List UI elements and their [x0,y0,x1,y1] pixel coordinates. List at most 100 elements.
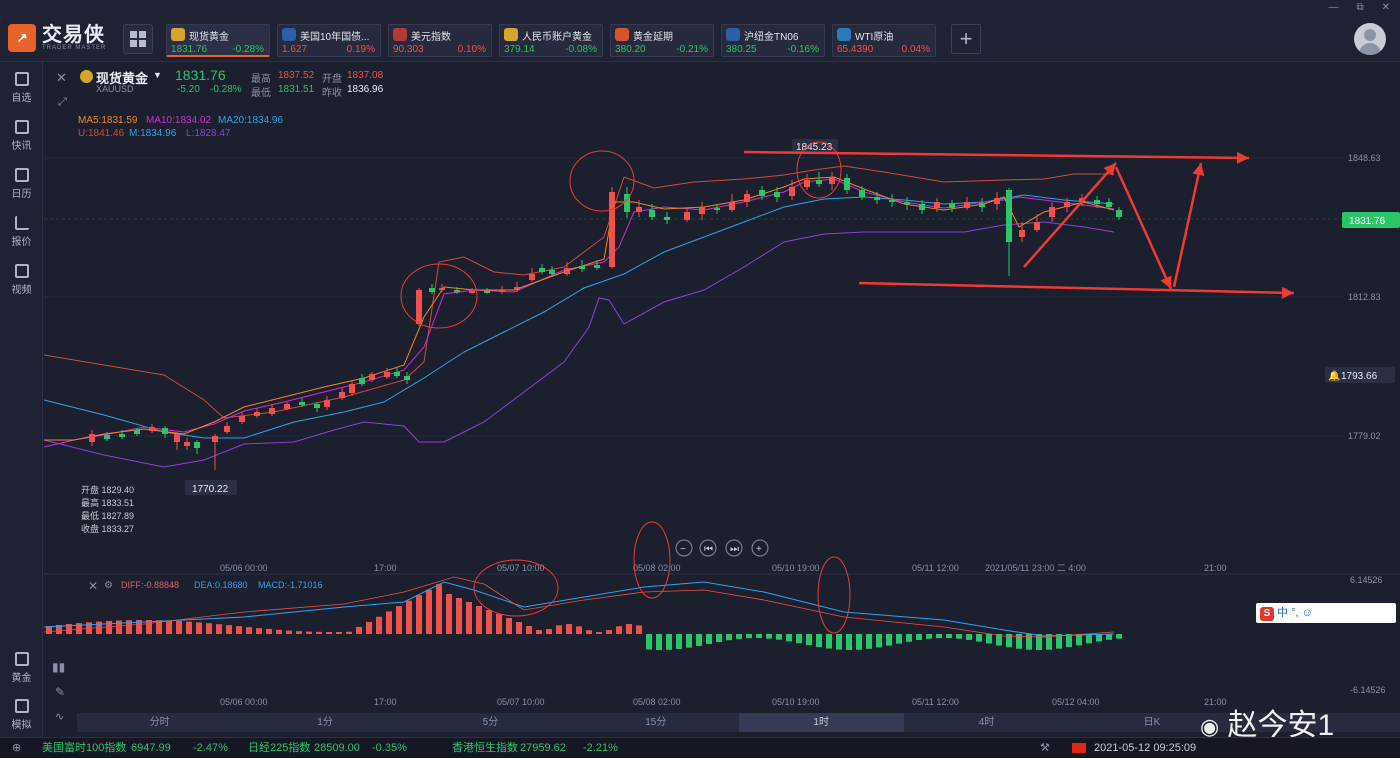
restore-button[interactable]: ⧉ [1356,2,1364,13]
nav-item-watchlist[interactable]: 自选 [0,72,43,104]
macd-diff-label: DIFF:-0.88848 [121,580,180,590]
quote-tab-4[interactable]: 黄金延期 380.20 -0.21% [610,24,714,57]
calendar-icon [14,168,29,182]
low-value: 1831.51 [278,84,315,95]
period-tab-5[interactable]: 4时 [978,717,995,728]
symbol-change-pct: -0.28% [210,84,242,95]
settings-tool-icon[interactable]: ⚒ [1040,742,1050,754]
user-avatar[interactable] [1354,23,1386,55]
minimize-button[interactable]: — [1328,2,1339,13]
candle-body [1116,210,1122,217]
candle-body [499,290,505,292]
ime-toolbar[interactable]: S 中 °, ☺ [1256,603,1396,623]
candle-body [964,202,970,208]
settings-icon[interactable]: ⚙ [104,580,113,591]
candle-body [314,404,320,408]
quote-tab-1[interactable]: 美国10年国债... 1.627 0.19% [277,24,381,57]
candle-body [564,268,570,274]
close-macd-icon[interactable]: ✕ [88,579,99,593]
zoom-control-1[interactable] [699,539,717,557]
candle-body [816,180,822,184]
quote-tab-2[interactable]: 美元指数 90.303 0.10% [388,24,492,57]
ticker-1-name[interactable]: 日经225指数 [248,742,311,754]
quote-change: 0.19% [346,44,375,55]
price-axis-label: 1812.83 [1348,292,1381,302]
quote-tab-0[interactable]: 现货黄金 1831.76 -0.28% [166,24,270,57]
quote-change: -0.21% [676,44,708,55]
ticker-0-name[interactable]: 美国富时100指数 [42,742,127,754]
macd-bar [696,634,702,646]
nav-label: 模拟 [11,720,32,731]
macd-bar [826,634,832,649]
boll-lower-label: L:1828.47 [186,128,231,139]
candle-icon[interactable]: ▮▮ [52,660,66,674]
macd-bar [846,634,852,650]
quote-tab-6[interactable]: WTI原油 65.4390 0.04% [832,24,936,57]
macd-bar [626,624,632,634]
macd-bar [606,630,612,634]
candle-body [1106,202,1112,207]
nav-item-simulate[interactable]: 模拟 [0,699,43,731]
symbol-name[interactable]: 现货黄金 [96,71,149,86]
quote-price: 380.20 [615,44,646,55]
boll-upper-label: U:1841.46 [78,128,125,139]
macd-bar [836,634,842,650]
nav-item-calendar[interactable]: 日历 [0,168,43,200]
ticker-2-name[interactable]: 香港恒生指数 [452,742,518,754]
candle-body [579,266,585,269]
zoom-control-3[interactable] [751,539,769,557]
period-tab-4[interactable]: 1时 [738,713,904,732]
macd-bar [256,628,262,634]
macd-bar [876,634,882,648]
macd-bar [706,634,712,644]
macd-bar [926,634,932,639]
chevron-down-icon[interactable]: ▼ [153,70,162,80]
kline-chart[interactable]: 1848.63 1812.83 1779.02 1831.76 🔔 1793.66 1845… [44,62,1400,737]
expand-icon[interactable]: ⤢ [58,96,67,108]
add-quote-tab-button[interactable]: + [951,24,981,54]
candle-body [804,180,810,187]
quote-price: 1831.76 [171,44,208,55]
zoom-control-0[interactable] [675,539,693,557]
close-window-button[interactable]: ✕ [1381,2,1390,13]
period-tab-0[interactable]: 分时 [149,717,170,728]
macd-bar [866,634,872,649]
ticker-2-change: -2.21% [583,742,618,754]
zoom-control-2[interactable] [725,539,743,557]
candle-body [162,428,168,434]
macd-bar [196,622,202,634]
macd-bar [496,614,502,634]
nav-item-news[interactable]: 快讯 [0,120,43,152]
candle-body [514,287,520,290]
nav-item-video[interactable]: 视频 [0,264,43,296]
gold-bar-icon [615,28,629,41]
nav-item-quotes[interactable]: 报价 [0,216,43,248]
nav-item-gold[interactable]: 黄金 [0,652,43,684]
macd-axis-bottom: -6.14526 [1350,685,1386,695]
chart-area[interactable]: 1848.63 1812.83 1779.02 1831.76 🔔 1793.66 1845… [44,62,1400,737]
macd-bar [266,629,272,634]
nav-label: 自选 [11,93,32,104]
grid-layout-button[interactable] [123,24,153,54]
period-tab-1[interactable]: 1分 [317,717,333,728]
period-tab-3[interactable]: 15分 [645,717,667,728]
ma5-label: MA5:1831.59 [78,115,138,126]
ticker-2-value: 27959.62 [520,742,566,754]
quote-tab-5[interactable]: 沪纽金TN06 380.25 -0.16% [721,24,825,57]
macd-time-label: 05/07 10:00 [497,697,545,707]
app-logo: ↗ 交易侠 TRADER MASTER [8,22,106,54]
period-tab-6[interactable]: 日K [1143,717,1161,728]
annotation-arrow [1023,162,1117,268]
quote-tab-3[interactable]: 人民币账户黄金 379.14 -0.08% [499,24,603,57]
macd-bar [106,620,112,634]
close-panel-icon[interactable]: ✕ [56,70,67,85]
prev-close-value: 1836.96 [347,84,384,95]
candle-body [714,208,720,210]
indicator-icon[interactable]: ∿ [55,711,65,723]
hover-high: 最高 1833.51 [81,498,135,508]
candle-body [759,190,765,196]
pencil-icon[interactable]: ✎ [55,685,66,699]
period-tab-2[interactable]: 5分 [482,717,499,728]
macd-bar [376,616,382,634]
window-controls: — ⧉ ✕ [1328,2,1390,13]
